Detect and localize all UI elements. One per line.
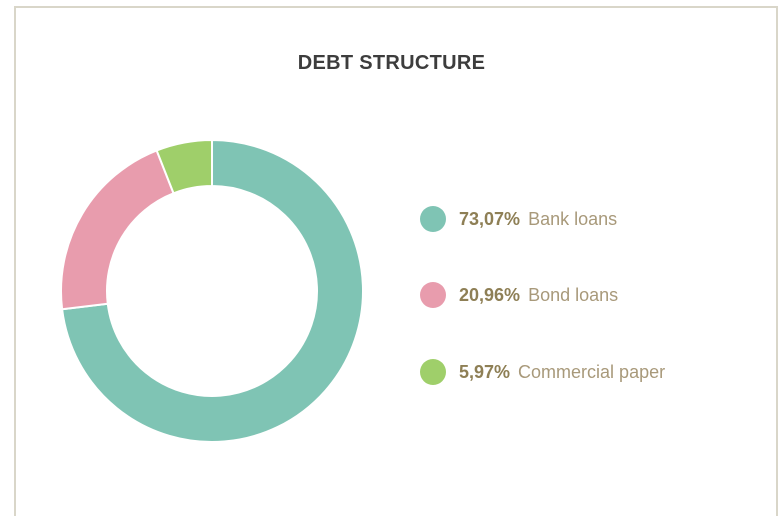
- legend-label-bond-loans: Bond loans: [528, 284, 619, 305]
- legend-item-bond-loans: 20,96% Bond loans: [420, 280, 618, 310]
- legend-percent-bond-loans: 20,96%: [459, 284, 521, 305]
- chart-card: [14, 6, 778, 516]
- legend-percent-bank-loans: 73,07%: [459, 208, 521, 229]
- legend-item-commercial-paper: 5,97% Commercial paper: [420, 357, 665, 387]
- legend-label-bank-loans: Bank loans: [528, 208, 618, 229]
- legend-swatch-bank-loans: [420, 206, 446, 232]
- slice-bond-loans: [60, 149, 175, 311]
- legend-swatch-commercial-paper: [420, 359, 446, 385]
- legend-percent-commercial-paper: 5,97%: [459, 361, 511, 382]
- legend-item-bank-loans: 73,07% Bank loans: [420, 204, 617, 234]
- chart-title: DEBT STRUCTURE: [297, 52, 486, 74]
- slice-commercial-paper: [155, 138, 213, 195]
- slice-bank-loans: [60, 138, 364, 443]
- legend-label-commercial-paper: Commercial paper: [518, 361, 666, 382]
- legend-swatch-bond-loans: [420, 282, 446, 308]
